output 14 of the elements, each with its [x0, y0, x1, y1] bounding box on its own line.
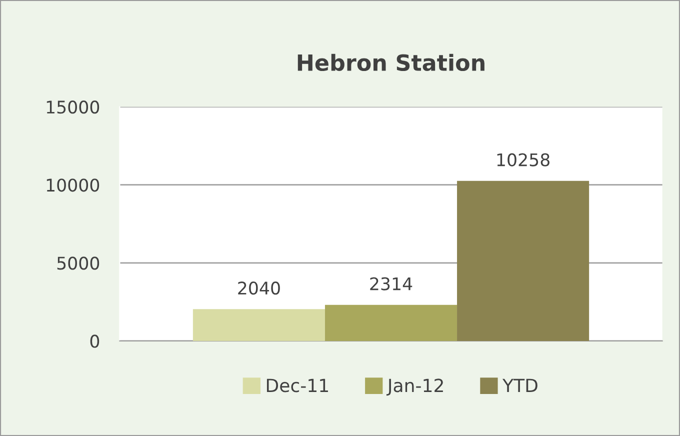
data-label: 2314 [370, 277, 412, 290]
y-tick-label: 5000 [57, 256, 100, 270]
bar [457, 180, 590, 341]
legend-label: Dec-11 [266, 378, 328, 392]
chart-title: Hebron Station [298, 54, 484, 72]
bar [192, 309, 325, 341]
data-label: 2040 [238, 282, 280, 295]
legend-label: Jan-12 [386, 378, 443, 396]
bar [324, 304, 458, 341]
y-tick-label: 15000 [46, 100, 100, 114]
legend-label: YTD [502, 378, 538, 392]
y-tick-label: 0 [90, 334, 100, 348]
data-label: 10258 [497, 153, 550, 166]
y-tick-label: 10000 [46, 178, 100, 192]
